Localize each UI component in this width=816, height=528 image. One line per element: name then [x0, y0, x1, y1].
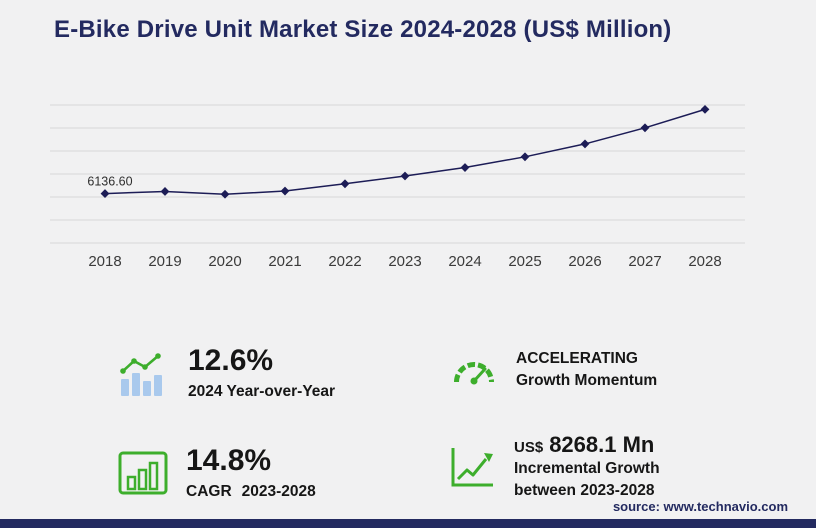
svg-text:2027: 2027: [628, 253, 661, 270]
momentum-line2: Growth Momentum: [516, 372, 658, 390]
svg-text:2021: 2021: [268, 253, 301, 270]
cagr-label-prefix: CAGR: [186, 482, 232, 500]
stat-incremental-growth: US$ 8268.1 Mn Incremental Growth between …: [450, 432, 660, 503]
svg-text:2025: 2025: [508, 253, 541, 270]
svg-text:2018: 2018: [88, 253, 121, 270]
market-size-line-chart: 2018 2019 2020 2021 2022 2023 2024 2025 2026 2027…: [50, 104, 745, 270]
source-link[interactable]: source: www.technavio.com: [612, 499, 788, 514]
incremental-currency: US$: [514, 439, 544, 456]
stat-yoy: 12.6% 2024 Year-over-Year: [118, 344, 336, 403]
svg-text:2022: 2022: [328, 253, 361, 270]
bottom-bar: [0, 519, 816, 528]
stat-momentum: ACCELERATING Growth Momentum: [450, 348, 657, 393]
bar-chart-frame-icon: [118, 451, 168, 499]
svg-text:6136.60: 6136.60: [87, 175, 132, 189]
chart-first-point-label: 6136.60: [87, 175, 132, 189]
page-title: E-Bike Drive Unit Market Size 2024-2028 …: [54, 16, 672, 43]
svg-text:2020: 2020: [208, 253, 241, 270]
svg-text:2024: 2024: [448, 253, 481, 270]
svg-text:2023: 2023: [388, 253, 421, 270]
cagr-label: CAGR 2023-2028: [186, 481, 316, 503]
yoy-label: 2024 Year-over-Year: [188, 382, 336, 400]
stat-cagr: 14.8% CAGR 2023-2028: [118, 444, 316, 503]
chart-gridlines: [50, 104, 745, 244]
arrow-chart-icon: [450, 445, 496, 489]
svg-text:2019: 2019: [148, 253, 181, 270]
svg-text:2028: 2028: [688, 253, 721, 270]
chart-series-line: [104, 108, 706, 196]
cagr-label-range: 2023-2028: [241, 482, 316, 500]
chart-x-axis-labels: 2018 2019 2020 2021 2022 2023 2024 2025 2026 2027…: [88, 253, 721, 270]
gauge-icon: [450, 350, 498, 390]
incremental-value: 8268.1 Mn: [549, 432, 655, 457]
growth-bars-icon: [118, 352, 170, 398]
chart-data-points: [100, 104, 710, 199]
incremental-label-line1: Incremental Growth: [514, 460, 660, 477]
cagr-value: 14.8%: [186, 444, 272, 477]
incremental-value-row: US$ 8268.1 Mn: [514, 432, 660, 458]
svg-text:2026: 2026: [568, 253, 601, 270]
momentum-line1: ACCELERATING: [516, 350, 638, 367]
incremental-label-line2: between 2023-2028: [514, 482, 655, 500]
yoy-value: 12.6%: [188, 344, 274, 377]
